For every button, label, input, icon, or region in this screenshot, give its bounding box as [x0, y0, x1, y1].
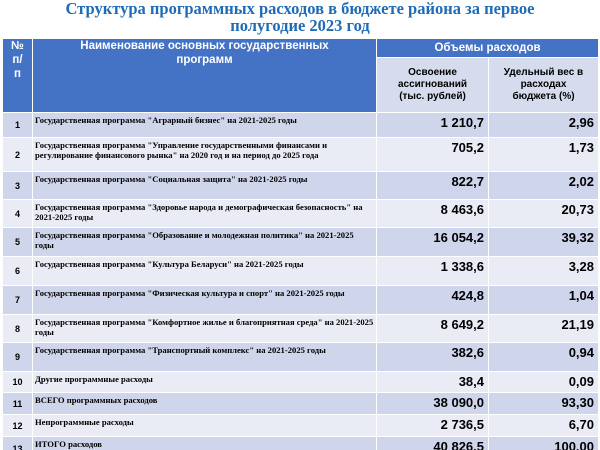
- row-number: 6: [2, 256, 33, 286]
- program-name: Государственная программа "Культура Бела…: [32, 256, 377, 286]
- program-name: Государственная программа "Транспортный …: [32, 342, 377, 372]
- header-appropriations-spent: Освоение ассигнований (тыс. рублей): [376, 57, 489, 113]
- table-body: 1 Государственная программа "Аграрный биз…: [2, 112, 599, 450]
- table-header: № п/ п Наименование основных государстве…: [2, 38, 599, 113]
- header-number: № п/ п: [2, 38, 33, 113]
- row-number: 4: [2, 199, 33, 228]
- row-number: 1: [2, 112, 33, 138]
- row-number: 9: [2, 342, 33, 372]
- expenditure-table: № п/ п Наименование основных государстве…: [2, 38, 599, 450]
- appropriations-spent-value: 1 210,7: [376, 112, 489, 138]
- row-number: 11: [2, 392, 33, 415]
- table-row: 7 Государственная программа "Физическая к…: [2, 285, 599, 315]
- header-expense-volumes: Объемы расходов: [376, 38, 599, 58]
- table-row: 10 Другие программные расходы 38,4 0,09: [2, 371, 599, 393]
- program-name: Государственная программа "Комфортное жи…: [32, 314, 377, 343]
- table-row: 11 ВСЕГО программных расходов 38 090,0 93,3…: [2, 392, 599, 415]
- appropriations-spent-value: 424,8: [376, 285, 489, 315]
- table-row: 5 Государственная программа "Образование …: [2, 227, 599, 257]
- budget-share-value: 93,30: [488, 392, 599, 415]
- budget-share-value: 39,32: [488, 227, 599, 257]
- program-name: Государственная программа "Образование и…: [32, 227, 377, 257]
- budget-share-value: 1,73: [488, 137, 599, 172]
- budget-share-value: 2,02: [488, 171, 599, 200]
- page-title: Структура программных расходов в бюджете…: [65, 0, 535, 35]
- program-name: Государственная программа "Управление го…: [32, 137, 377, 172]
- budget-share-value: 6,70: [488, 414, 599, 437]
- budget-share-value: 0,94: [488, 342, 599, 372]
- budget-share-value: 21,19: [488, 314, 599, 343]
- program-name: Государственная программа "Физическая ку…: [32, 285, 377, 315]
- appropriations-spent-value: 38 090,0: [376, 392, 489, 415]
- table-row: 2 Государственная программа "Управление г…: [2, 137, 599, 172]
- appropriations-spent-value: 822,7: [376, 171, 489, 200]
- table-row: 8 Государственная программа "Комфортное ж…: [2, 314, 599, 343]
- program-name: Государственная программа "Аграрный бизн…: [32, 112, 377, 138]
- program-name: ВСЕГО программных расходов: [32, 392, 377, 415]
- table-row: 1 Государственная программа "Аграрный биз…: [2, 112, 599, 138]
- row-number: 10: [2, 371, 33, 393]
- table-row: 12 Непрограммные расходы 2 736,5 6,70: [2, 414, 599, 437]
- table-row: 4 Государственная программа "Здоровье нар…: [2, 199, 599, 228]
- appropriations-spent-value: 1 338,6: [376, 256, 489, 286]
- budget-share-value: 100,00: [488, 436, 599, 450]
- program-name: ИТОГО расходов: [32, 436, 377, 450]
- appropriations-spent-value: 705,2: [376, 137, 489, 172]
- row-number: 13: [2, 436, 33, 450]
- row-number: 7: [2, 285, 33, 315]
- budget-share-value: 0,09: [488, 371, 599, 393]
- appropriations-spent-value: 16 054,2: [376, 227, 489, 257]
- appropriations-spent-value: 2 736,5: [376, 414, 489, 437]
- budget-share-value: 20,73: [488, 199, 599, 228]
- row-number: 5: [2, 227, 33, 257]
- program-name: Непрограммные расходы: [32, 414, 377, 437]
- row-number: 12: [2, 414, 33, 437]
- appropriations-spent-value: 8 463,6: [376, 199, 489, 228]
- row-number: 2: [2, 137, 33, 172]
- program-name: Государственная программа "Здоровье наро…: [32, 199, 377, 228]
- table-row: 9 Государственная программа "Транспортный…: [2, 342, 599, 372]
- table-row: 6 Государственная программа "Культура Бел…: [2, 256, 599, 286]
- appropriations-spent-value: 38,4: [376, 371, 489, 393]
- appropriations-spent-value: 8 649,2: [376, 314, 489, 343]
- budget-share-value: 3,28: [488, 256, 599, 286]
- appropriations-spent-value: 382,6: [376, 342, 489, 372]
- row-number: 8: [2, 314, 33, 343]
- program-name: Другие программные расходы: [32, 371, 377, 393]
- table-row: 3 Государственная программа "Социальная з…: [2, 171, 599, 200]
- appropriations-spent-value: 40 826,5: [376, 436, 489, 450]
- header-program-name: Наименование основных государственных пр…: [32, 38, 377, 113]
- budget-share-value: 1,04: [488, 285, 599, 315]
- table-row: 13 ИТОГО расходов 40 826,5 100,00: [2, 436, 599, 450]
- budget-share-value: 2,96: [488, 112, 599, 138]
- row-number: 3: [2, 171, 33, 200]
- header-budget-share: Удельный вес в расходах бюджета (%): [488, 57, 599, 113]
- program-name: Государственная программа "Социальная за…: [32, 171, 377, 200]
